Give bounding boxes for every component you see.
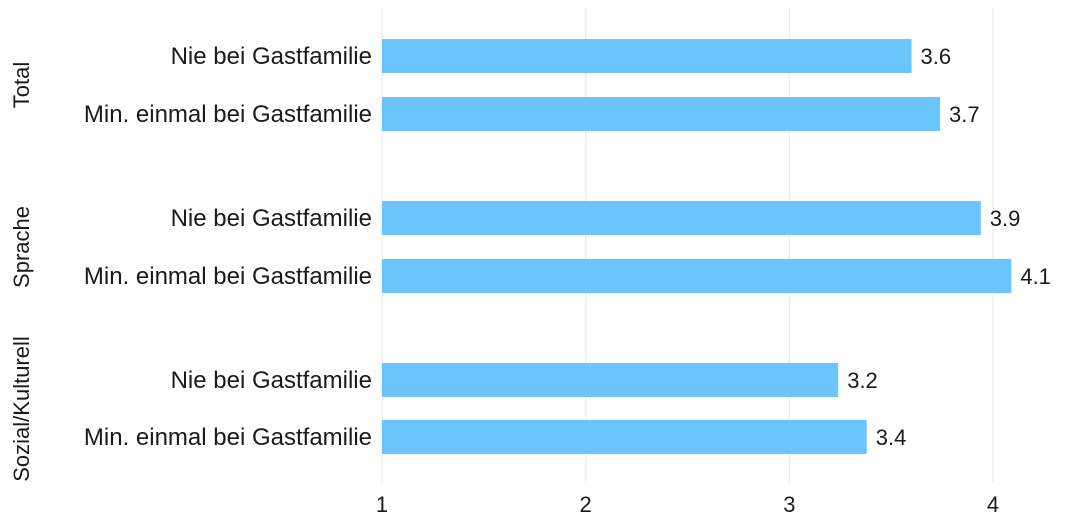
category-label: Min. einmal bei Gastfamilie [84, 424, 372, 451]
data-label: 3.6 [921, 44, 952, 69]
category-label: Nie bei Gastfamilie [171, 205, 372, 232]
bar [382, 363, 839, 397]
data-label: 3.9 [990, 206, 1021, 231]
x-tick-label: 1 [376, 492, 388, 517]
bar [382, 259, 1012, 293]
x-tick-label: 3 [783, 492, 795, 517]
x-tick-label: 4 [987, 492, 999, 517]
category-label: Min. einmal bei Gastfamilie [84, 263, 372, 290]
group-label: Sprache [9, 206, 34, 288]
bar [382, 39, 912, 73]
data-label: 4.1 [1020, 264, 1051, 289]
group-label: Total [9, 62, 34, 108]
category-label: Min. einmal bei Gastfamilie [84, 101, 372, 128]
data-label: 3.2 [847, 368, 878, 393]
group-label: Sozial/Kulturell [9, 336, 34, 482]
x-axis: 1 2 3 4 [376, 492, 999, 517]
bar [382, 201, 981, 235]
bar [382, 420, 867, 454]
label-layer: Total Nie bei Gastfamilie 3.6 Min. einmal b… [9, 43, 1051, 482]
bar [382, 97, 941, 131]
category-label: Nie bei Gastfamilie [171, 367, 372, 394]
x-tick-label: 2 [580, 492, 592, 517]
grid-layer [381, 8, 994, 483]
data-label: 3.7 [949, 102, 980, 127]
bar-layer [382, 39, 1012, 454]
data-label: 3.4 [876, 425, 907, 450]
category-label: Nie bei Gastfamilie [171, 43, 372, 70]
